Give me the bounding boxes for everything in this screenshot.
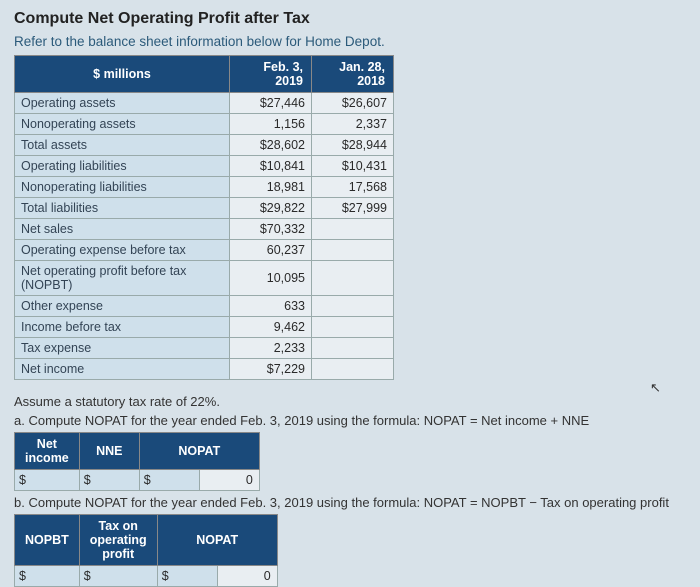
table-row: Nonoperating liabilities18,98117,568 bbox=[15, 177, 394, 198]
table-row: Operating assets$27,446$26,607 bbox=[15, 93, 394, 114]
row-val-col1: $28,602 bbox=[230, 135, 312, 156]
row-val-col2 bbox=[312, 317, 394, 338]
table-row: Net income$7,229 bbox=[15, 359, 394, 380]
qa-val2[interactable]: 0 bbox=[199, 470, 259, 491]
balance-header-col2: Jan. 28, 2018 bbox=[312, 56, 394, 93]
row-val-col2 bbox=[312, 296, 394, 317]
row-val-col2: $27,999 bbox=[312, 198, 394, 219]
qa-sym0: $ bbox=[15, 470, 80, 491]
qb-sym0: $ bbox=[15, 566, 80, 587]
table-row: Net operating profit before tax (NOPBT)1… bbox=[15, 261, 394, 296]
row-label: Net operating profit before tax (NOPBT) bbox=[15, 261, 230, 296]
qb-h2: NOPAT bbox=[157, 515, 277, 566]
assumption-text: Assume a statutory tax rate of 22%. bbox=[14, 394, 686, 409]
row-label: Tax expense bbox=[15, 338, 230, 359]
balance-header-label: $ millions bbox=[15, 56, 230, 93]
table-row: Operating expense before tax60,237 bbox=[15, 240, 394, 261]
row-label: Operating liabilities bbox=[15, 156, 230, 177]
row-label: Total assets bbox=[15, 135, 230, 156]
row-label: Nonoperating liabilities bbox=[15, 177, 230, 198]
table-row: Other expense633 bbox=[15, 296, 394, 317]
question-a-table: Net income NNE NOPAT $ $ $ 0 bbox=[14, 432, 260, 491]
row-val-col1: 18,981 bbox=[230, 177, 312, 198]
row-label: Net income bbox=[15, 359, 230, 380]
qa-sym2: $ bbox=[139, 470, 199, 491]
row-val-col2 bbox=[312, 240, 394, 261]
qa-sym1: $ bbox=[79, 470, 139, 491]
qb-h1: Tax on operating profit bbox=[79, 515, 157, 566]
question-b-table: NOPBT Tax on operating profit NOPAT $ $ … bbox=[14, 514, 278, 587]
row-val-col1: 2,233 bbox=[230, 338, 312, 359]
question-a-text: a. Compute NOPAT for the year ended Feb.… bbox=[14, 413, 686, 428]
table-row: Operating liabilities$10,841$10,431 bbox=[15, 156, 394, 177]
row-val-col2 bbox=[312, 338, 394, 359]
page-title: Compute Net Operating Profit after Tax bbox=[14, 10, 686, 28]
cursor-icon: ↖ bbox=[650, 380, 661, 396]
row-val-col1: 9,462 bbox=[230, 317, 312, 338]
row-label: Operating expense before tax bbox=[15, 240, 230, 261]
row-val-col1: $29,822 bbox=[230, 198, 312, 219]
qb-sym2: $ bbox=[157, 566, 217, 587]
qb-sym1: $ bbox=[79, 566, 157, 587]
row-val-col1: $70,332 bbox=[230, 219, 312, 240]
row-val-col2: 2,337 bbox=[312, 114, 394, 135]
row-val-col1: $27,446 bbox=[230, 93, 312, 114]
row-label: Total liabilities bbox=[15, 198, 230, 219]
subtitle: Refer to the balance sheet information b… bbox=[14, 34, 686, 49]
row-val-col2: $28,944 bbox=[312, 135, 394, 156]
table-row: Net sales$70,332 bbox=[15, 219, 394, 240]
row-label: Operating assets bbox=[15, 93, 230, 114]
table-row: Income before tax9,462 bbox=[15, 317, 394, 338]
row-val-col1: 10,095 bbox=[230, 261, 312, 296]
row-val-col1: 633 bbox=[230, 296, 312, 317]
row-val-col2 bbox=[312, 261, 394, 296]
row-label: Net sales bbox=[15, 219, 230, 240]
row-val-col1: 1,156 bbox=[230, 114, 312, 135]
question-b-text: b. Compute NOPAT for the year ended Feb.… bbox=[14, 495, 686, 510]
row-val-col2: $10,431 bbox=[312, 156, 394, 177]
row-val-col1: 60,237 bbox=[230, 240, 312, 261]
row-val-col2: 17,568 bbox=[312, 177, 394, 198]
qb-h0: NOPBT bbox=[15, 515, 80, 566]
qa-h0: Net income bbox=[15, 433, 80, 470]
table-row: Total assets$28,602$28,944 bbox=[15, 135, 394, 156]
row-val-col2 bbox=[312, 359, 394, 380]
row-val-col2 bbox=[312, 219, 394, 240]
row-label: Other expense bbox=[15, 296, 230, 317]
balance-sheet-table: $ millions Feb. 3, 2019 Jan. 28, 2018 Op… bbox=[14, 55, 394, 380]
table-row: Nonoperating assets1,1562,337 bbox=[15, 114, 394, 135]
row-val-col1: $7,229 bbox=[230, 359, 312, 380]
balance-header-col1: Feb. 3, 2019 bbox=[230, 56, 312, 93]
qa-h1: NNE bbox=[79, 433, 139, 470]
qb-val2[interactable]: 0 bbox=[217, 566, 277, 587]
row-label: Nonoperating assets bbox=[15, 114, 230, 135]
row-val-col2: $26,607 bbox=[312, 93, 394, 114]
row-val-col1: $10,841 bbox=[230, 156, 312, 177]
table-row: Tax expense2,233 bbox=[15, 338, 394, 359]
row-label: Income before tax bbox=[15, 317, 230, 338]
table-row: Total liabilities$29,822$27,999 bbox=[15, 198, 394, 219]
qa-h2: NOPAT bbox=[139, 433, 259, 470]
